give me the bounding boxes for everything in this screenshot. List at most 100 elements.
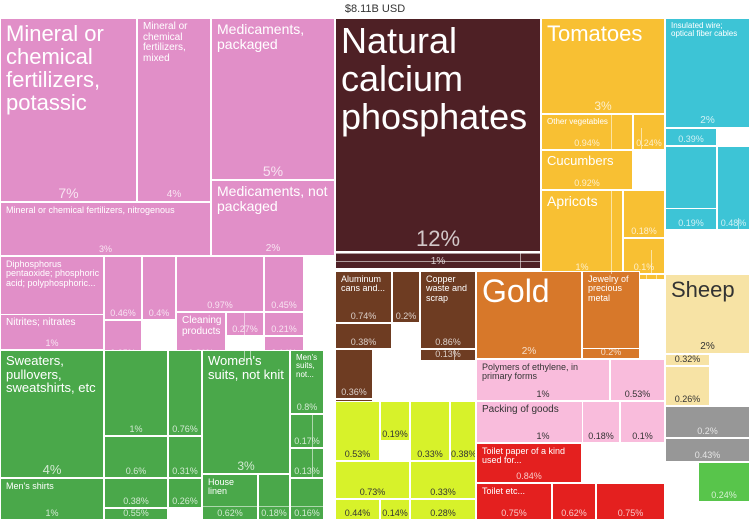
treemap-cell-30[interactable]: 0.48% [717, 146, 750, 230]
treemap-cell-31[interactable]: 0.19% [665, 208, 717, 230]
treemap-divider [244, 312, 245, 360]
treemap-cell-sweaters-pullovers-sweatshirts-etc[interactable]: Sweaters, pullovers, sweatshirts, etc 4% [0, 350, 104, 478]
treemap-cell-label: Diphosphorus pentaoxide; phosphoric acid… [6, 259, 100, 288]
treemap-cell-24[interactable]: 0.18% [623, 190, 665, 238]
treemap-cell-51[interactable]: 0.43% [665, 438, 750, 462]
treemap-cell-36[interactable]: 0.13% [420, 349, 476, 361]
treemap-cell-value: 0.84% [516, 471, 542, 481]
treemap-cell-73[interactable]: 0.73% [335, 461, 410, 499]
treemap-cell-insulated-wire-optical-fiber-cables[interactable]: Insulated wire; optical fiber cables 2% [665, 18, 750, 128]
treemap-cell-value: 2% [700, 341, 715, 352]
treemap-cell-label: Polymers of ethylene, in primary forms [482, 362, 579, 382]
treemap-cell-value: 0.48% [720, 218, 747, 228]
treemap-cell-74[interactable]: 0.14% [380, 499, 410, 520]
treemap-cell-72[interactable]: 0.38% [450, 401, 476, 461]
treemap-cell-56[interactable]: 0.6% [104, 436, 168, 478]
treemap-cell-57[interactable]: 0.31% [168, 436, 202, 478]
treemap-cell-14[interactable]: 0.45% [264, 256, 304, 312]
treemap-cell-34[interactable]: 0.38% [335, 323, 392, 349]
treemap-cell-men-s-suits-not[interactable]: Men's suits, not... 0.8% [290, 350, 324, 414]
treemap-cell-48[interactable]: 0.18% [582, 401, 620, 443]
treemap-cell-value: 2% [265, 243, 281, 254]
treemap-divider [335, 253, 541, 254]
treemap-divider [641, 178, 665, 179]
treemap-cell-28[interactable]: 0.39% [665, 128, 717, 146]
treemap-cell-nitrites-nitrates[interactable]: Nitrites; nitrates 1% [0, 314, 104, 350]
treemap-cell-value: 0.16% [294, 508, 320, 518]
treemap-cell-65[interactable]: 0.13% [290, 448, 324, 478]
treemap-cell-tomatoes[interactable]: Tomatoes 3% [541, 18, 665, 114]
treemap-cell-medicaments-not-packaged[interactable]: Medicaments, not packaged 2% [211, 180, 335, 256]
treemap-cell-aluminum-cans-and[interactable]: Aluminum cans and... 0.74% [335, 271, 392, 323]
treemap-cell-toilet-paper-of-a-kind-used-for[interactable]: Toilet paper of a kind used for... 0.84% [476, 443, 582, 483]
treemap-cell-33[interactable]: 0.2% [392, 271, 420, 323]
treemap-cell-copper-waste-and-scrap[interactable]: Copper waste and scrap 0.86% [420, 271, 476, 349]
treemap-cell-natural-calcium-phosphates[interactable]: Natural calcium phosphates 12% [335, 18, 541, 252]
treemap-cell-21[interactable]: 0.24% [633, 114, 665, 150]
treemap-cell-77[interactable]: 0.28% [410, 499, 476, 520]
treemap-cell-50[interactable]: 0.2% [665, 406, 750, 438]
treemap-cell-value: 0.2% [395, 311, 417, 321]
treemap-cell-value: 0.38% [123, 496, 149, 506]
treemap-cell-49[interactable]: 0.1% [620, 401, 665, 443]
treemap-cell-71[interactable]: 0.33% [410, 401, 450, 461]
treemap-cell-apricots[interactable]: Apricots 1% [541, 190, 623, 274]
treemap-cell-mineral-or-chemical-fertilizers-nitrogen[interactable]: Mineral or chemical fertilizers, nitroge… [0, 202, 211, 256]
treemap-divider [640, 348, 665, 349]
treemap-cell-46[interactable]: 0.53% [610, 359, 665, 401]
treemap-cell-54[interactable]: 1% [104, 350, 168, 436]
treemap-cell-80[interactable]: 0.62% [552, 483, 596, 520]
treemap-cell-81[interactable]: 0.75% [596, 483, 665, 520]
treemap-cell-mineral-or-chemical-fertilizers-mixed[interactable]: Mineral or chemical fertilizers, mixed 4% [137, 18, 211, 202]
treemap-cell-7[interactable]: 0.46% [104, 256, 142, 320]
treemap-cell-value: 0.26% [674, 394, 701, 404]
treemap-cell-polymers-of-ethylene-in-primary-forms[interactable]: Polymers of ethylene, in primary forms 1% [476, 359, 610, 401]
treemap-cell-value: 0.24% [636, 138, 662, 148]
treemap-cell-76[interactable]: 0.44% [335, 499, 380, 520]
treemap-cell-13[interactable]: 0.27% [226, 312, 264, 336]
treemap-cell-11[interactable]: 0.97% [176, 256, 264, 312]
treemap-cell-other-vegetables[interactable]: Other vegetables 0.94% [541, 114, 633, 150]
treemap-cell-59[interactable]: 0.26% [168, 478, 202, 508]
treemap-cell-value: 3% [98, 244, 112, 254]
treemap-cell-68[interactable]: 0.16% [290, 478, 324, 520]
treemap-cell-women-s-suits-not-knit[interactable]: Women's suits, not knit 3% [202, 350, 290, 474]
treemap-cell-70[interactable]: 0.53% [335, 401, 380, 461]
treemap-cell-gold[interactable]: Gold 2% [476, 271, 582, 359]
treemap-cell-value: 0.21% [271, 324, 297, 334]
treemap-cell-25[interactable]: 0.1% [623, 238, 665, 274]
treemap-cell-43[interactable]: 0.32% [665, 354, 710, 366]
treemap-cell-8[interactable]: 0.4% [142, 256, 176, 320]
treemap-cell-value: 0.39% [678, 134, 704, 144]
treemap-cell-75[interactable]: 0.33% [410, 461, 476, 499]
treemap-cell-value: 0.53% [624, 389, 651, 399]
treemap-cell-value: 0.38% [350, 337, 377, 347]
treemap-cell-55[interactable]: 0.76% [168, 350, 202, 436]
treemap-cell-69[interactable]: 0.19% [380, 401, 410, 441]
treemap-cell-67[interactable]: 0.18% [258, 474, 290, 520]
treemap-cell-value: 0.18% [588, 431, 614, 441]
treemap-cell-house-linen[interactable]: House linen 0.62% [202, 474, 258, 520]
treemap-cell-64[interactable]: 0.17% [290, 414, 324, 448]
treemap-cell-41[interactable]: 0.2% [582, 348, 640, 359]
treemap-cell-value: 0.38% [451, 449, 476, 459]
treemap-cell-mineral-or-chemical-fertilizers-potassic[interactable]: Mineral or chemical fertilizers, potassi… [0, 18, 137, 202]
treemap-divider [740, 128, 741, 146]
treemap-cell-value: 1% [536, 389, 550, 399]
treemap-cell-52[interactable]: 0.24% [698, 462, 750, 502]
treemap-cell-jewelry-of-precious-metal[interactable]: Jewelry of precious metal1% [582, 271, 640, 359]
treemap-cell-toilet-etc[interactable]: Toilet etc... 0.75% [476, 483, 552, 520]
treemap-cell-58[interactable]: 0.38% [104, 478, 168, 508]
treemap-cell-sheep[interactable]: Sheep 2% [665, 274, 750, 354]
treemap-cell-men-s-shirts[interactable]: Men's shirts 1% [0, 478, 104, 520]
treemap-cell-61[interactable]: 0.55% [104, 508, 168, 520]
treemap-cell-37[interactable]: 0.36% [335, 349, 373, 399]
treemap-cell-label: Copper waste and scrap [426, 274, 468, 303]
treemap-cell-15[interactable]: 0.21% [264, 312, 304, 336]
treemap-cell-value: 0.76% [172, 424, 198, 434]
treemap-divider [520, 252, 521, 269]
treemap-cell-medicaments-packaged[interactable]: Medicaments, packaged 5% [211, 18, 335, 180]
treemap-cell-cucumbers[interactable]: Cucumbers 0.92% [541, 150, 633, 190]
treemap-cell-44[interactable]: 0.26% [665, 366, 710, 406]
treemap-divider [698, 502, 750, 503]
